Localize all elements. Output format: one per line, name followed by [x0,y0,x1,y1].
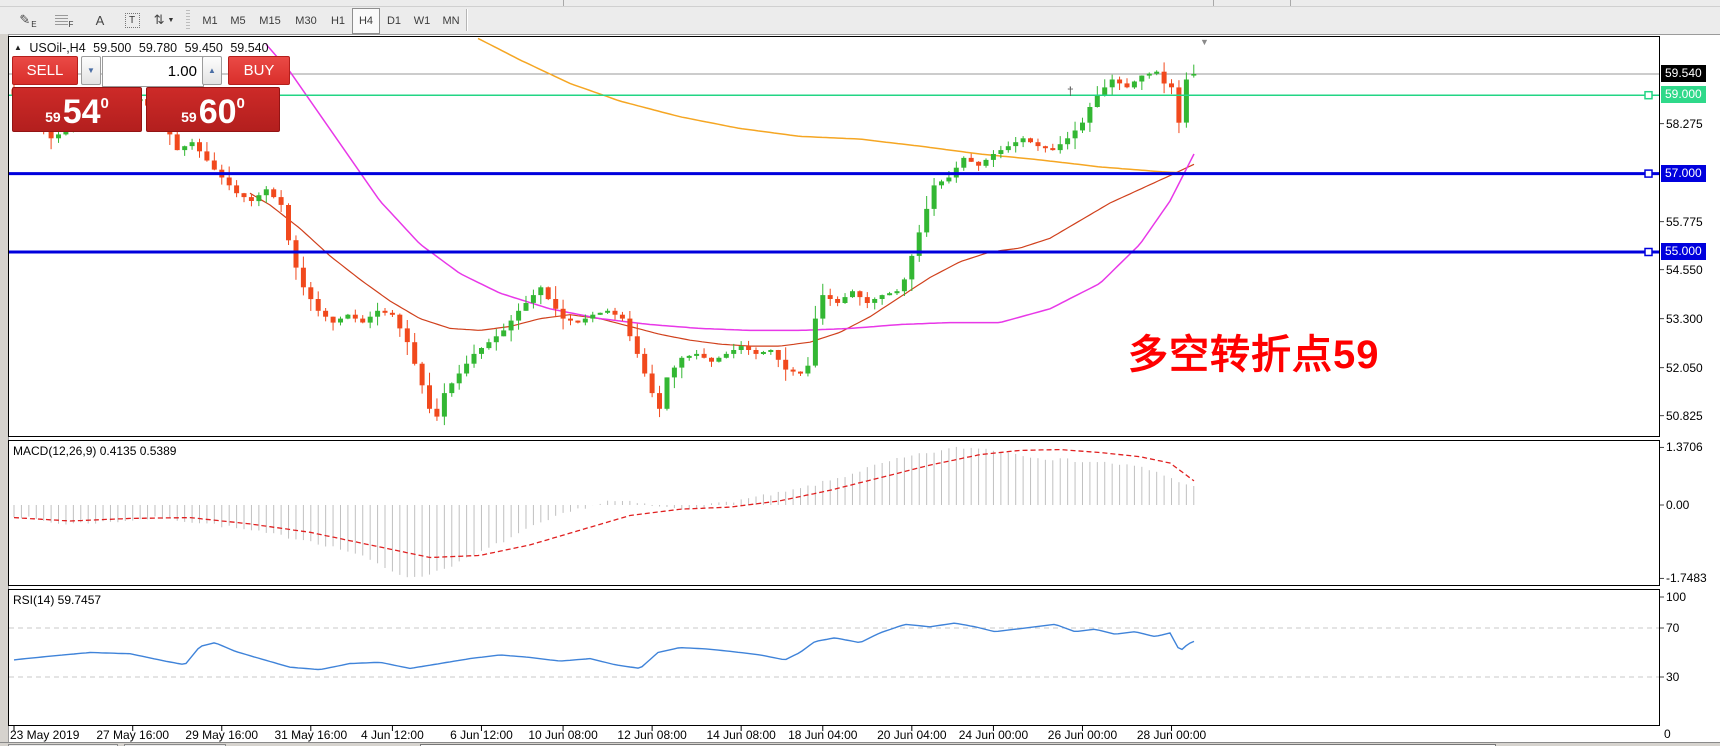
price-tag-label[interactable]: 57.000 [1661,164,1706,182]
fibonacci-grid-icon[interactable]: F [50,8,78,32]
macd-axis-label: 0.00 [1666,498,1690,512]
collapse-icon[interactable]: ▲ [14,43,22,52]
text-box-icon[interactable]: T [118,8,146,32]
buy-button[interactable]: BUY [228,56,290,85]
timeframe-button-m30[interactable]: M30 [295,15,317,27]
time-axis-label: 6 Jun 12:00 [450,728,513,742]
price-axis-label: 52.050 [1666,360,1703,375]
macd-indicator-label: MACD(12,26,9) 0.4135 0.5389 [13,444,177,458]
chart-tab[interactable] [124,744,226,746]
time-axis-label: 18 Jun 04:00 [788,728,858,742]
high-value: 59.780 [138,41,178,55]
price-axis-label: 54.550 [1666,262,1703,277]
low-value: 59.450 [184,41,223,55]
timeframe-button-h4[interactable]: H4 [352,8,380,34]
price-tag-label[interactable]: 59.540 [1661,65,1706,83]
time-axis-label: 31 May 16:00 [274,728,348,742]
chart-annotation-text[interactable]: 多空转折点59 [1128,333,1380,377]
one-click-trading-panel: SELL ▼ ▲ BUY 59 54 0 59 60 0 [12,56,290,132]
macd-panel[interactable] [8,440,1660,586]
price-axis-label: 53.300 [1666,311,1703,326]
volume-decrease-button[interactable]: ▼ [81,56,101,85]
time-axis-label: 28 Jun 00:00 [1136,728,1207,742]
toolbar-separator [466,9,467,31]
timeframe-button-m15[interactable]: M15 [259,15,281,27]
timeframe-button-d1[interactable]: D1 [386,15,402,27]
symbol-period-label: USOil-,H4 [29,41,86,55]
price-axis-label: 50.825 [1666,408,1703,423]
time-axis-label: 29 May 16:00 [185,728,259,742]
toolbar-separator [1213,0,1214,6]
time-axis-label: 12 Jun 08:00 [617,728,687,742]
time-axis-label: 27 May 16:00 [96,728,170,742]
bottom-tab-strip [0,742,1720,746]
price-axis-label: 55.775 [1666,214,1703,229]
timeframe-button-m5[interactable]: M5 [230,15,246,27]
rsi-panel[interactable] [8,589,1660,726]
time-axis-label: 26 Jun 00:00 [1047,728,1118,742]
open-value: 59.500 [93,41,132,55]
time-axis-label: 14 Jun 08:00 [706,728,776,742]
price-tag-label[interactable]: 59.000 [1661,86,1706,104]
timeframe-button-m1[interactable]: M1 [202,15,218,27]
time-axis-label: 24 Jun 00:00 [958,728,1029,742]
volume-input[interactable] [102,56,204,87]
timeframe-button-h1[interactable]: H1 [330,15,346,27]
chart-toolbar: ✎ E F A T ⇅ ▼ M1 M5 M15 M30 H1 H4 D1 W1 MN [0,7,1720,35]
rsi-axis-label: 30 [1666,670,1680,684]
sell-price-display[interactable]: 59 54 0 [12,87,142,132]
volume-increase-button[interactable]: ▲ [202,56,222,85]
rsi-indicator-label: RSI(14) 59.7457 [13,593,102,607]
toolbar-grip[interactable] [186,10,190,30]
sell-price-prefix: 59 [45,109,61,125]
chart-shift-marker[interactable]: ▼ [1200,37,1209,47]
price-axis-label: 58.275 [1666,116,1703,131]
macd-axis-label: -1.7483 [1666,571,1707,586]
time-axis-label: 10 Jun 08:00 [528,728,598,742]
rsi-axis-label: 100 [1666,590,1687,604]
time-axis-label: 23 May 2019 [10,728,80,742]
upper-toolbar-strip [0,0,1720,7]
time-axis-label: 20 Jun 04:00 [877,728,947,742]
sell-price-main: 54 [62,93,101,132]
buy-price-display[interactable]: 59 60 0 [146,87,280,132]
rsi-axis-label: 70 [1666,621,1680,635]
close-value: 59.540 [230,41,269,55]
text-label-icon[interactable]: A [95,12,105,28]
chart-title: ▲ USOil-,H4 59.500 59.780 59.450 59.540 [14,41,273,55]
timeframe-button-w1[interactable]: W1 [413,15,431,27]
timeframe-button-mn[interactable]: MN [442,15,460,27]
scrollbar-groove[interactable] [420,744,1496,746]
arrows-tool-icon[interactable]: ⇅ ▼ [153,12,175,27]
chart-tab[interactable] [8,744,118,746]
price-scale-column[interactable] [1661,36,1720,742]
buy-price-pip: 0 [236,95,245,112]
sell-price-pip: 0 [100,95,109,112]
crosshair-marker: † [1067,84,1074,98]
macd-axis-label: 1.3706 [1666,440,1703,455]
toolbar-separator [1290,0,1291,6]
price-tag-label[interactable]: 55.000 [1661,243,1706,260]
scale-origin-label: 0 [1664,727,1671,741]
sell-button[interactable]: SELL [12,56,78,85]
toolbar-separator [563,0,564,6]
time-axis-label: 4 Jun 12:00 [361,728,424,742]
buy-price-prefix: 59 [181,109,197,125]
buy-price-main: 60 [198,93,237,132]
channel-draw-icon[interactable]: ✎ E [19,12,37,29]
